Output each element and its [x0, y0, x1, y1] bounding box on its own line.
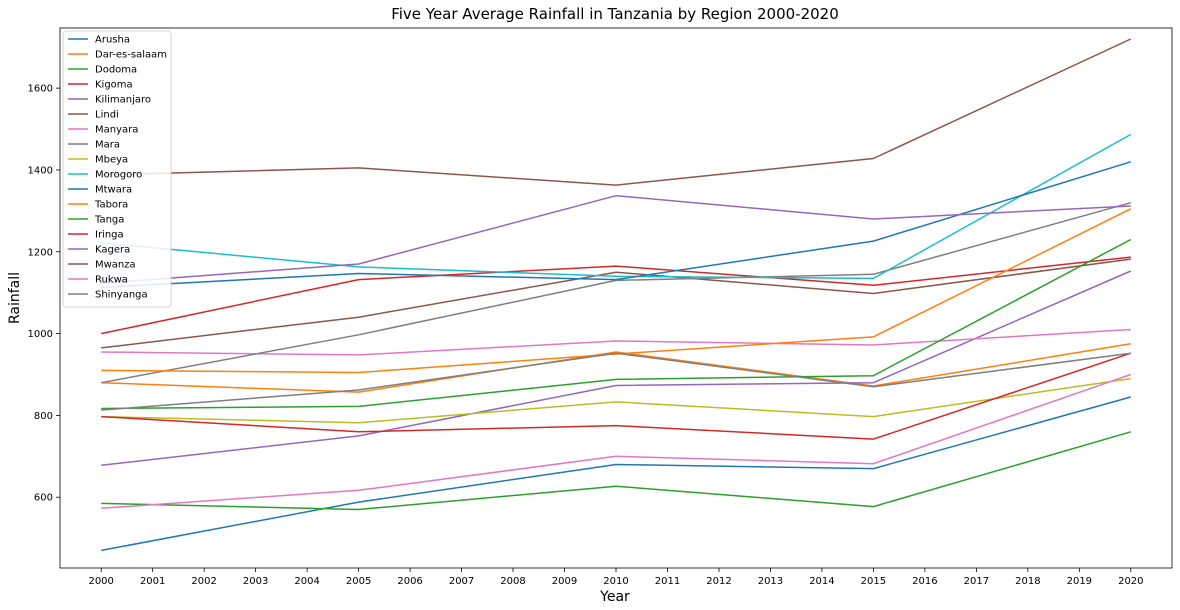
y-axis-title: Rainfall [7, 272, 23, 324]
series-line-morogoro [101, 133, 1132, 280]
legend-label: Mtwara [95, 185, 132, 196]
y-tick-label: 600 [34, 493, 53, 504]
x-tick-label: 2003 [243, 576, 268, 587]
series-line-mbeya [101, 377, 1131, 424]
x-axis-title: Year [599, 589, 630, 605]
x-tick-label: 2019 [1067, 576, 1092, 587]
legend-label: Iringa [95, 230, 124, 241]
x-tick-label: 2006 [397, 576, 422, 587]
x-tick-label: 2002 [191, 576, 216, 587]
x-tick-label: 2012 [706, 576, 731, 587]
x-tick-label: 2010 [603, 576, 628, 587]
y-tick-label: 1000 [28, 329, 53, 340]
series-line-mtwara [101, 161, 1132, 289]
legend-label: Manyara [95, 125, 138, 136]
series-line-dodoma [101, 431, 1132, 511]
series-line-shinyanga [101, 352, 1131, 411]
series-line-tanga [101, 238, 1132, 410]
x-tick-label: 2004 [294, 576, 319, 587]
y-tick-label: 1600 [28, 84, 53, 95]
legend-label: Arusha [95, 35, 130, 46]
legend-label: Tabora [94, 200, 128, 211]
chart-title: Five Year Average Rainfall in Tanzania b… [391, 5, 839, 23]
plot-frame [59, 27, 1173, 569]
legend-label: Morogoro [95, 170, 142, 181]
x-tick-label: 2011 [655, 576, 680, 587]
series-line-iringa [101, 352, 1132, 440]
series-line-kilimanjaro [101, 270, 1132, 467]
y-tick-label: 1400 [28, 165, 53, 176]
legend-label: Mara [95, 140, 120, 151]
series-line-tabora [101, 208, 1132, 374]
legend-label: Kigoma [95, 80, 133, 91]
y-tick-label: 1200 [28, 247, 53, 258]
x-tick-label: 2005 [346, 576, 371, 587]
x-tick-label: 2009 [552, 576, 577, 587]
series-line-rukwa [101, 373, 1132, 510]
x-tick-label: 2001 [140, 576, 165, 587]
x-tick-label: 2014 [809, 576, 834, 587]
legend-label: Dar-es-salaam [95, 50, 167, 61]
y-axis: 600 800 1000 1200 1400 1600 [28, 84, 60, 504]
x-tick-label: 2018 [1015, 576, 1040, 587]
x-tick-label: 2017 [964, 576, 989, 587]
x-tick-label: 2007 [449, 576, 474, 587]
x-tick-label: 2000 [88, 576, 113, 587]
legend-label: Kagera [95, 245, 130, 256]
legend-label: Mbeya [95, 155, 128, 166]
y-tick-label: 800 [34, 411, 53, 422]
series-line-kigoma [101, 256, 1131, 335]
x-tick-label: 2013 [758, 576, 783, 587]
series-line-manyara [101, 328, 1131, 356]
legend-label: Rukwa [95, 275, 128, 286]
series-line-mara [101, 201, 1132, 384]
series-line-arusha [101, 396, 1132, 552]
x-tick-label: 2020 [1118, 576, 1143, 587]
x-tick-label: 2008 [500, 576, 525, 587]
legend-label: Mwanza [95, 260, 136, 271]
x-tick-label: 2016 [912, 576, 937, 587]
legend: Arusha Dar-es-salaam Dodoma Kigoma Kilimanja… [62, 30, 172, 308]
legend-label: Tanga [94, 215, 124, 226]
series-line-dar-es-salaam [101, 343, 1131, 393]
series-line-kagera [101, 194, 1131, 285]
legend-label: Shinyanga [95, 290, 148, 301]
series-line-mwanza [101, 38, 1132, 186]
x-tick-label: 2015 [861, 576, 886, 587]
plot-content [101, 38, 1132, 552]
legend-label: Dodoma [95, 65, 137, 76]
legend-label: Kilimanjaro [95, 95, 151, 106]
series-line-lindi [101, 258, 1131, 349]
x-axis: 2000 2001 2002 2003 2004 2005 2006 2007 2008 2009… [88, 568, 1144, 587]
legend-box [62, 30, 172, 308]
legend-label: Lindi [95, 110, 119, 121]
